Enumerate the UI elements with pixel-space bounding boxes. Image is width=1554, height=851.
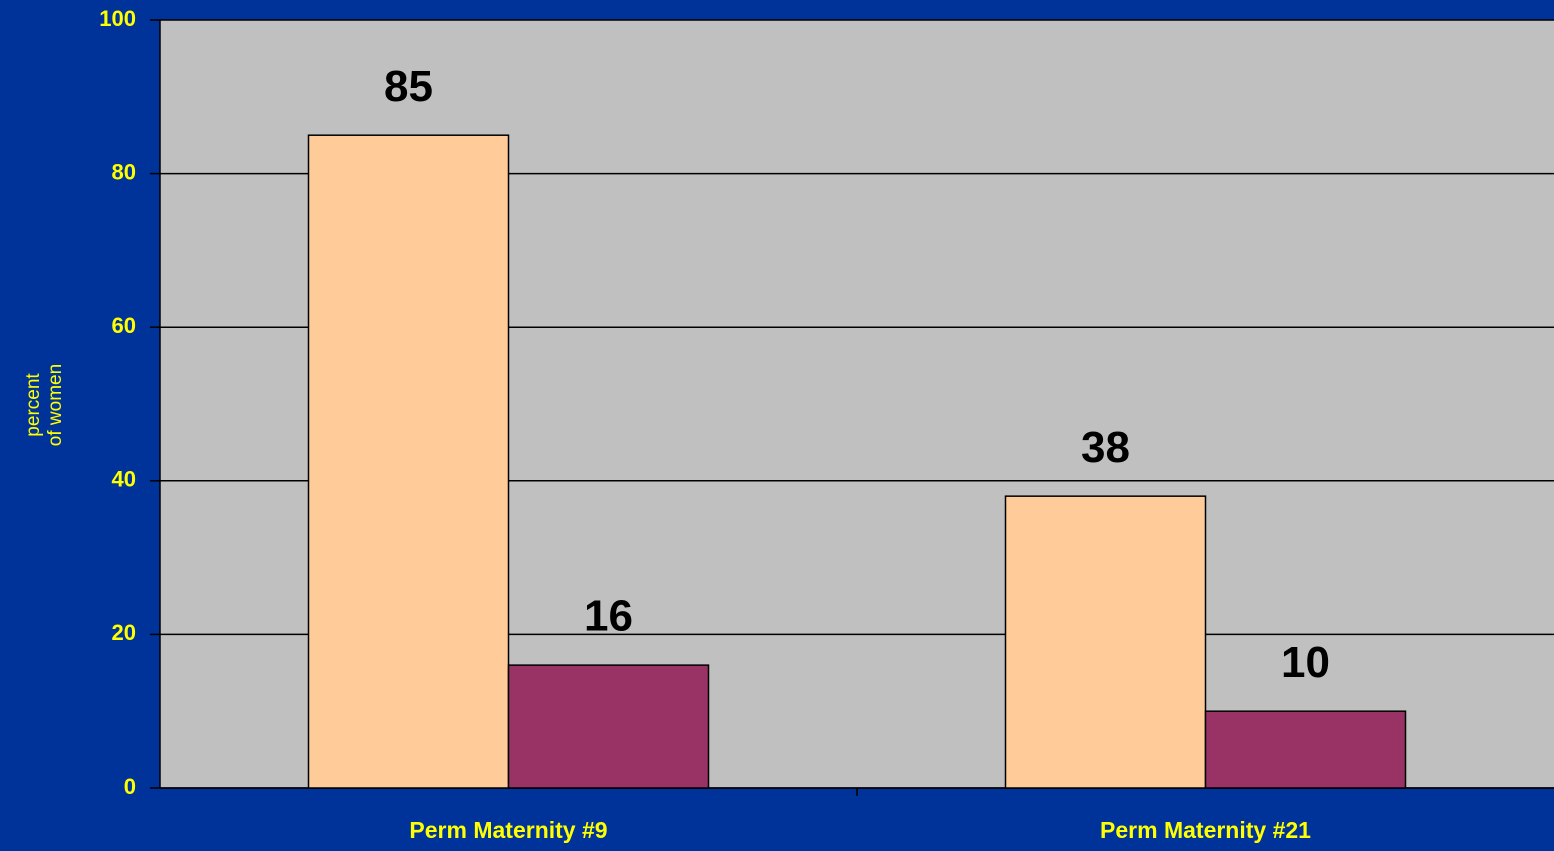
bar xyxy=(1204,710,1407,789)
y-tick-label: 60 xyxy=(112,313,136,338)
data-label: 38 xyxy=(1081,423,1130,472)
y-axis-label: percent xyxy=(23,373,44,437)
bar xyxy=(1004,495,1207,789)
y-tick-label: 0 xyxy=(124,774,136,799)
y-tick-label: 100 xyxy=(99,6,136,31)
y-tick-label: 40 xyxy=(112,467,136,492)
x-tick-label: Perm Maternity #9 xyxy=(409,817,607,843)
y-tick-label: 20 xyxy=(112,620,136,645)
y-axis-label: of women xyxy=(45,364,66,446)
bar xyxy=(307,134,510,789)
bar xyxy=(507,664,710,789)
data-label: 16 xyxy=(584,592,633,641)
x-tick-label: Perm Maternity #21 xyxy=(1100,817,1311,843)
data-label: 85 xyxy=(384,62,433,111)
y-tick-label: 80 xyxy=(112,159,136,184)
data-label: 10 xyxy=(1281,638,1330,687)
